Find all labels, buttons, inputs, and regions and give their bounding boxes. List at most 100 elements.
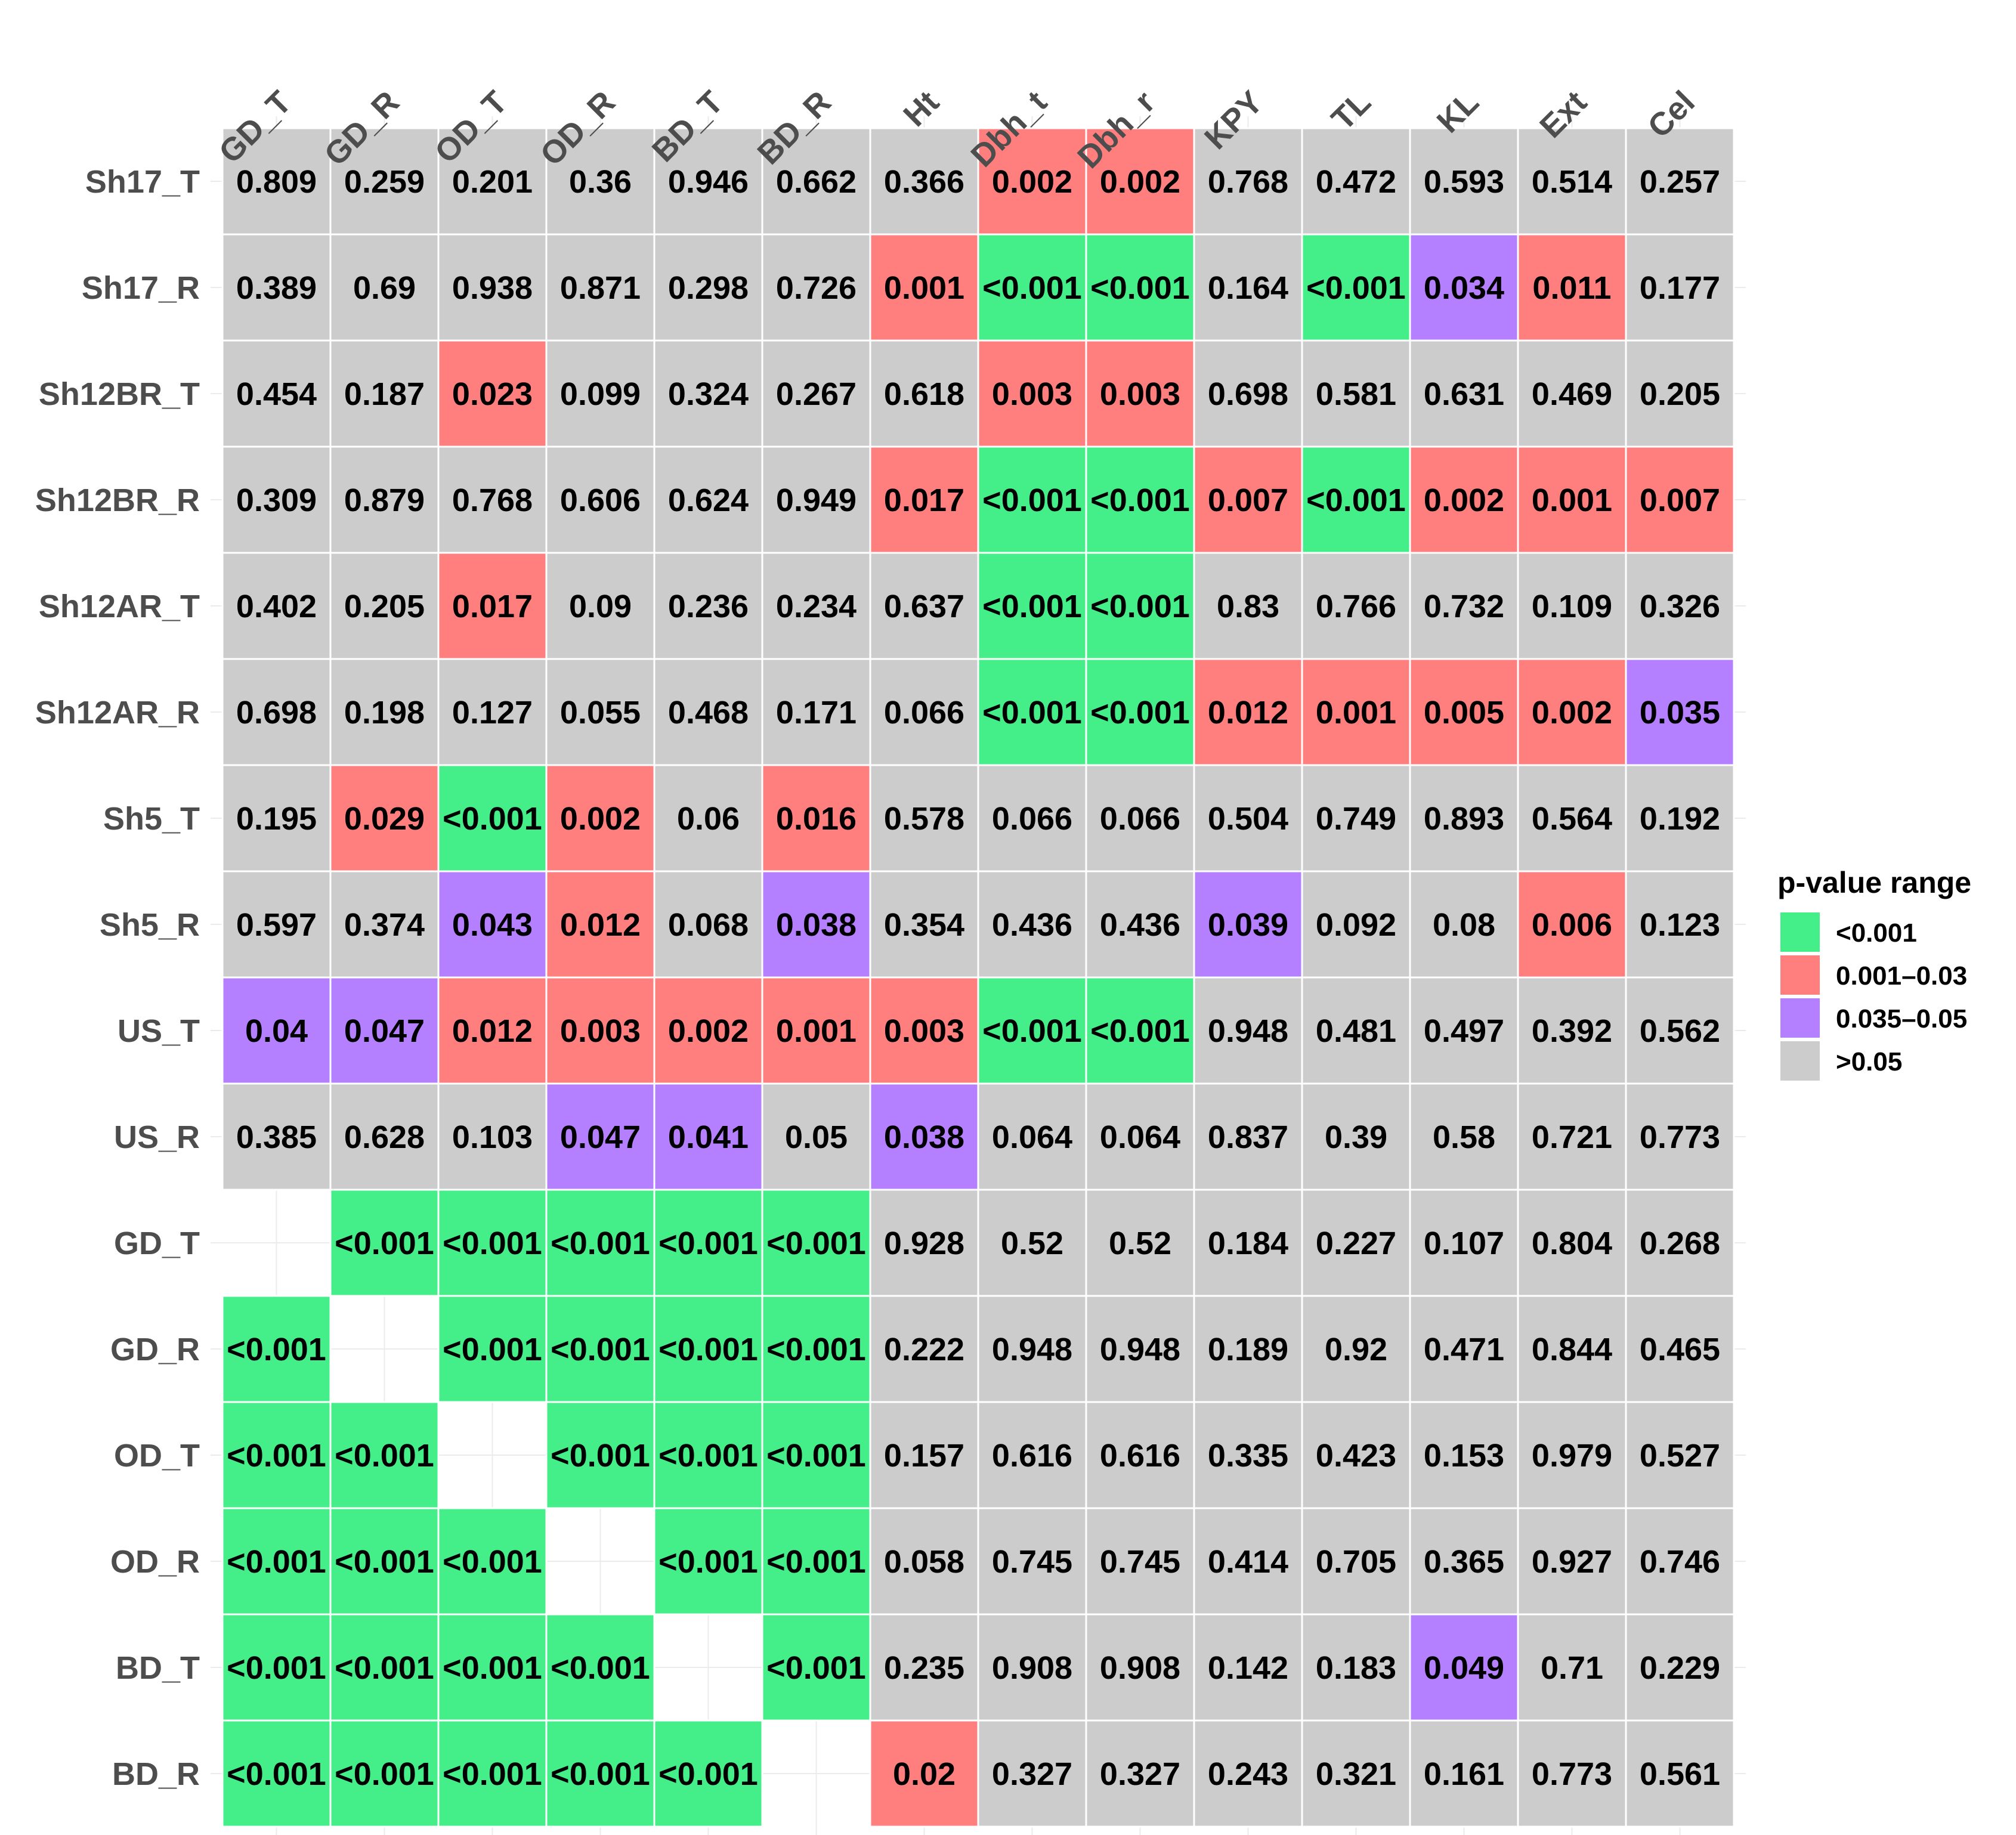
row-label: BD_T [116, 1650, 200, 1686]
heatmap-cell [1193, 339, 1303, 448]
cell-value-label: <0.001 [551, 1650, 650, 1686]
cell-value-label: 0.389 [236, 270, 317, 306]
cell-value-label: 0.007 [1640, 482, 1720, 518]
heatmap-cell [761, 1401, 871, 1509]
cell-value-label: <0.001 [335, 1438, 434, 1474]
cell-value-label: 0.618 [884, 376, 964, 412]
cell-value-label: 0.153 [1424, 1438, 1504, 1474]
cell-value-label: <0.001 [1090, 695, 1190, 731]
cell-value-label: 0.187 [344, 376, 425, 412]
heatmap-cell [1517, 1507, 1627, 1616]
heatmap-cell [869, 1613, 979, 1722]
cell-value-label: 0.298 [668, 270, 749, 306]
heatmap-cell [1517, 870, 1627, 979]
cell-value-label: <0.001 [982, 482, 1082, 518]
heatmap-cell [1517, 976, 1627, 1085]
cell-value-label: 0.327 [1100, 1756, 1180, 1792]
cell-value-label: 0.001 [776, 1013, 857, 1049]
heatmap-cell [1517, 1189, 1627, 1297]
heatmap-cell [1517, 1401, 1627, 1509]
cell-value-label: 0.326 [1640, 589, 1720, 624]
cell-value-label: <0.001 [443, 1544, 542, 1580]
heatmap-cell [977, 658, 1087, 766]
heatmap-cell [329, 233, 440, 342]
cell-value-label: <0.001 [766, 1332, 866, 1367]
cell-value-label: 0.562 [1640, 1013, 1720, 1049]
heatmap-cell [869, 552, 979, 660]
heatmap-cell [221, 1719, 332, 1828]
heatmap-cell [977, 1613, 1087, 1722]
row-label: Sh17_T [85, 164, 200, 200]
cell-value-label: 0.043 [452, 907, 533, 943]
cell-value-label: 0.002 [992, 164, 1072, 200]
heatmap-cell [869, 764, 979, 872]
heatmap-cell [977, 127, 1087, 236]
cell-value-label: <0.001 [982, 589, 1082, 624]
cell-value-label: 0.465 [1640, 1332, 1720, 1367]
cell-value-label: <0.001 [443, 1332, 542, 1367]
cell-value-label: 0.927 [1532, 1544, 1612, 1580]
row-label: Sh12BR_R [35, 482, 200, 518]
heatmap-cell [437, 445, 548, 554]
cell-value-label: 0.201 [452, 164, 533, 200]
cell-value-label: 0.514 [1532, 164, 1612, 200]
heatmap-cell [1409, 870, 1519, 979]
cell-value-label: <0.001 [1306, 482, 1406, 518]
heatmap-cell [437, 1082, 548, 1191]
cell-value-label: 0.066 [1100, 801, 1180, 837]
heatmap-cell [1301, 1295, 1411, 1403]
row-label: Sh12AR_T [39, 589, 200, 624]
heatmap-cell [761, 658, 871, 766]
legend-label: >0.05 [1836, 1047, 1902, 1076]
heatmap-cell [545, 1082, 655, 1191]
heatmap-cell [1085, 1082, 1195, 1191]
cell-value-label: 0.003 [560, 1013, 641, 1049]
cell-value-label: 0.468 [668, 695, 749, 731]
cell-value-label: 0.327 [992, 1756, 1072, 1792]
cell-value-label: 0.001 [1532, 482, 1612, 518]
heatmap-cell [1625, 1401, 1735, 1509]
cell-value-label: <0.001 [227, 1438, 326, 1474]
cell-value-label: 0.469 [1532, 376, 1612, 412]
row-label: GD_R [110, 1332, 200, 1367]
cell-value-label: 0.064 [992, 1119, 1072, 1155]
heatmap-cell [437, 552, 548, 660]
row-label: BD_R [112, 1756, 200, 1792]
heatmap-cell [977, 233, 1087, 342]
cell-value-label: <0.001 [335, 1544, 434, 1580]
heatmap-cell [437, 339, 548, 448]
cell-value-label: 0.504 [1208, 801, 1288, 837]
cell-value-label: <0.001 [227, 1332, 326, 1367]
cell-value-label: 0.948 [992, 1332, 1072, 1367]
cell-value-label: 0.698 [236, 695, 317, 731]
heatmap-cell [437, 1507, 548, 1616]
heatmap-cell [1301, 552, 1411, 660]
cell-value-label: 0.06 [677, 801, 740, 837]
cell-value-label: 0.002 [1424, 482, 1504, 518]
heatmap-cell [653, 1507, 763, 1616]
cell-value-label: 0.055 [560, 695, 641, 731]
cell-value-label: 0.324 [668, 376, 749, 412]
heatmap-cell [1193, 764, 1303, 872]
cell-value-label: 0.773 [1532, 1756, 1612, 1792]
cell-value-label: 0.066 [992, 801, 1072, 837]
heatmap-cell [1625, 552, 1735, 660]
heatmap-cell [761, 870, 871, 979]
cell-value-label: <0.001 [1306, 270, 1406, 306]
heatmap-cell [1517, 552, 1627, 660]
heatmap-cell [1625, 658, 1735, 766]
cell-value-label: 0.871 [560, 270, 641, 306]
row-label: GD_T [114, 1226, 200, 1261]
cell-value-label: 0.773 [1640, 1119, 1720, 1155]
heatmap-cell [221, 445, 332, 554]
cell-value-label: 0.005 [1424, 695, 1504, 731]
heatmap-cell [1301, 764, 1411, 872]
cell-value-label: 0.879 [344, 482, 425, 518]
cell-value-label: 0.561 [1640, 1756, 1720, 1792]
cell-value-label: <0.001 [335, 1756, 434, 1792]
cell-value-label: 0.732 [1424, 589, 1504, 624]
cell-value-label: 0.593 [1424, 164, 1504, 200]
cell-value-label: <0.001 [443, 1226, 542, 1261]
heatmap-cell [221, 976, 332, 1085]
cell-value-label: <0.001 [766, 1438, 866, 1474]
